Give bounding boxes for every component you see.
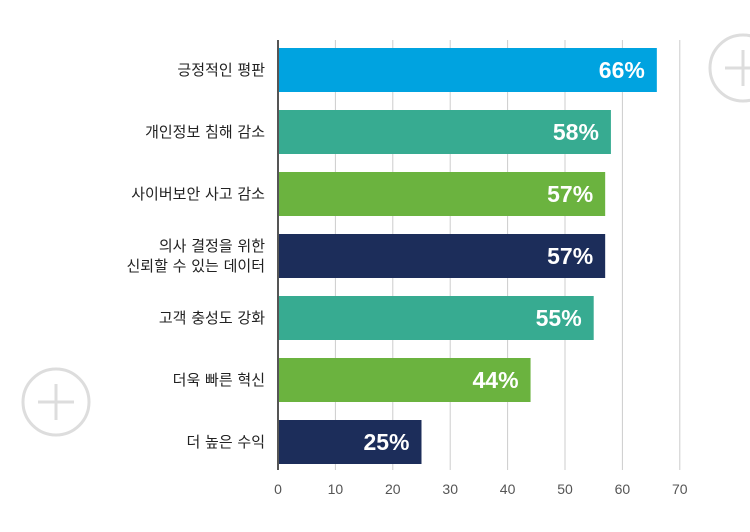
x-tick-label: 0 (274, 481, 282, 497)
bar (278, 48, 657, 92)
bar (278, 172, 606, 216)
data-label: 57% (547, 243, 593, 269)
data-label: 57% (547, 181, 593, 207)
category-label: 의사 결정을 위한 (159, 237, 265, 255)
x-tick-label: 20 (385, 481, 401, 497)
data-label: 66% (599, 57, 645, 83)
bar (278, 110, 611, 154)
x-tick-label: 60 (615, 481, 631, 497)
category-label: 긍정적인 평판 (177, 61, 265, 79)
bar (278, 296, 594, 340)
data-label: 55% (536, 305, 582, 331)
data-label: 58% (553, 119, 599, 145)
category-label: 사이버보안 사고 감소 (131, 185, 265, 203)
category-label: 신뢰할 수 있는 데이터 (126, 257, 265, 275)
x-tick-label: 10 (328, 481, 344, 497)
data-labels: 66% 58% 57% 57% 55% 44% 25% (363, 57, 644, 455)
plus-circle-icon (708, 33, 750, 103)
bar (278, 234, 606, 278)
bars (278, 48, 657, 464)
data-label: 25% (363, 429, 409, 455)
category-label: 고객 충성도 강화 (159, 309, 265, 327)
plus-circle-icon (21, 367, 91, 437)
x-tick-label: 40 (500, 481, 516, 497)
bar (278, 358, 531, 402)
category-label: 개인정보 침해 감소 (145, 123, 265, 141)
bar (278, 420, 422, 464)
x-tick-label: 30 (442, 481, 458, 497)
x-tick-labels: 0 10 20 30 40 50 60 70 (274, 481, 688, 497)
data-label: 44% (473, 367, 519, 393)
category-label: 더욱 빠른 혁신 (173, 371, 265, 389)
x-tick-label: 50 (557, 481, 573, 497)
x-tick-label: 70 (672, 481, 688, 497)
category-label: 더 높은 수익 (186, 433, 265, 451)
